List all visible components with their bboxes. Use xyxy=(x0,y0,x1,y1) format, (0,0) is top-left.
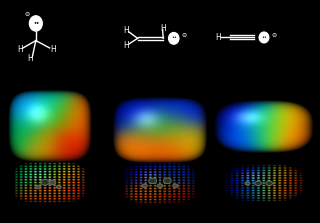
Ellipse shape xyxy=(259,32,269,43)
Circle shape xyxy=(266,181,273,186)
Text: ⊖: ⊖ xyxy=(181,33,187,38)
Circle shape xyxy=(245,182,250,185)
Text: ••: •• xyxy=(261,35,267,39)
Circle shape xyxy=(173,184,178,188)
Circle shape xyxy=(149,178,156,184)
Circle shape xyxy=(49,180,56,185)
Circle shape xyxy=(56,185,61,189)
Ellipse shape xyxy=(29,16,42,31)
Text: H: H xyxy=(17,45,23,54)
Text: H: H xyxy=(215,33,221,42)
Text: ⊖: ⊖ xyxy=(25,12,30,17)
Ellipse shape xyxy=(169,33,179,44)
Text: ⊖: ⊖ xyxy=(271,33,276,38)
Text: ••: •• xyxy=(34,20,40,25)
Text: H: H xyxy=(50,45,56,54)
Text: H: H xyxy=(123,26,129,35)
Text: H: H xyxy=(123,41,129,50)
Text: ••: •• xyxy=(171,35,177,40)
Circle shape xyxy=(164,178,171,184)
Circle shape xyxy=(255,181,261,186)
Circle shape xyxy=(41,179,49,185)
Text: H: H xyxy=(28,54,33,63)
Circle shape xyxy=(157,184,163,188)
Circle shape xyxy=(142,184,147,188)
Circle shape xyxy=(35,185,41,189)
Text: H: H xyxy=(160,24,166,33)
